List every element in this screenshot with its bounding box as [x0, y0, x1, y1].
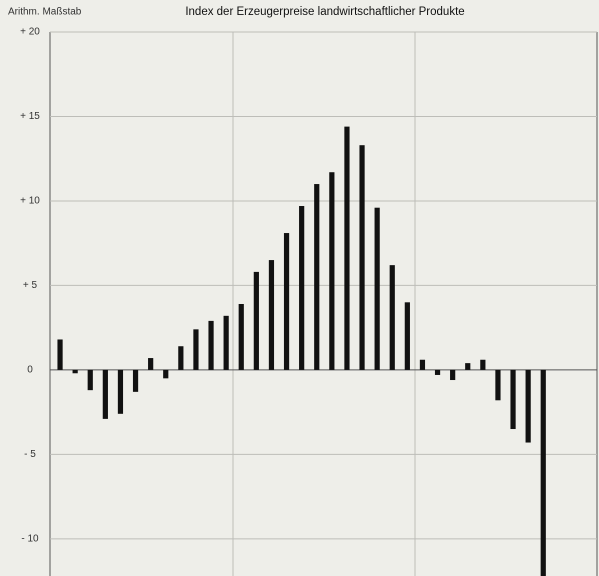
bar [178, 346, 184, 370]
y-tick-label: + 20 [20, 27, 40, 38]
bar [389, 265, 395, 370]
bar [450, 369, 456, 381]
bar [163, 369, 169, 379]
bar [344, 126, 350, 370]
bar [268, 260, 275, 370]
y-tick-label: + 10 [20, 196, 40, 207]
bar [465, 363, 471, 370]
y-tick-label: 0 [27, 365, 33, 376]
bar [87, 369, 93, 391]
bar [102, 369, 108, 419]
bar [223, 315, 229, 370]
bar [404, 302, 410, 370]
y-axis-label: Arithm. Maßstab [8, 7, 82, 18]
bar [495, 369, 501, 401]
bar [283, 233, 290, 370]
bar [238, 304, 244, 370]
bar [525, 369, 531, 443]
bar [148, 358, 154, 370]
bar [510, 369, 516, 430]
chart-title: Index der Erzeugerpreise landwirtschaftl… [185, 6, 464, 18]
bar [540, 369, 546, 576]
bar [480, 359, 486, 370]
bar [314, 184, 320, 370]
bar [434, 369, 441, 375]
bar [72, 369, 78, 374]
bar [253, 271, 259, 370]
bar [117, 369, 124, 414]
bar [374, 207, 380, 370]
bar [299, 206, 305, 370]
y-tick-label: + 5 [23, 280, 38, 291]
bar [359, 145, 365, 370]
y-tick-label: + 15 [20, 111, 40, 122]
y-tick-label: - 5 [24, 449, 36, 460]
bar [329, 172, 335, 370]
bar [57, 339, 63, 370]
bar [208, 320, 214, 370]
bar [419, 359, 426, 370]
y-tick-label: - 10 [21, 533, 39, 544]
bar [193, 329, 199, 370]
bar [132, 369, 139, 392]
